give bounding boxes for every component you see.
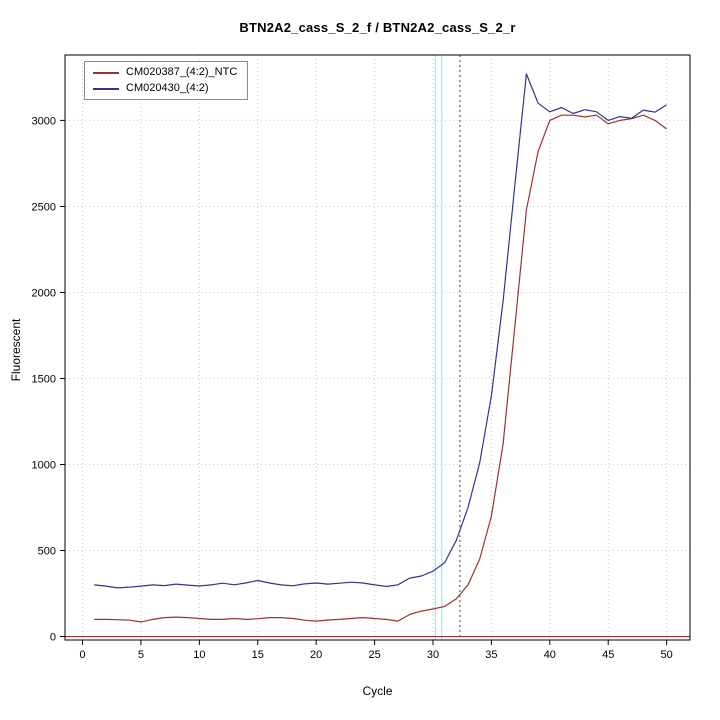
x-tick-label: 10 [193, 649, 205, 661]
legend-line-swatch-red [93, 71, 119, 74]
legend-label-sample: CM020430_(4:2) [126, 82, 209, 94]
axis-ticks: 0 5 10 15 20 25 30 35 40 45 5005001000150020002500… [32, 115, 673, 661]
x-axis-label: Cycle [362, 684, 393, 698]
chart-title: BTN2A2_cass_S_2_f / BTN2A2_cass_S_2_r [239, 20, 516, 35]
x-tick-label: 20 [310, 649, 322, 661]
legend: CM020387_(4:2)_NTC CM020430_(4:2) [84, 61, 249, 100]
gridlines [65, 55, 690, 640]
x-tick-label: 0 [79, 649, 85, 661]
threshold-lines [434, 55, 461, 640]
x-tick-label: 40 [544, 649, 556, 661]
y-tick-label: 3000 [32, 115, 56, 127]
series-line-1 [94, 73, 667, 589]
series-line-0 [94, 114, 667, 623]
x-tick-label: 50 [661, 649, 673, 661]
plot-border [64, 54, 691, 641]
y-tick-label: 500 [38, 546, 56, 558]
y-tick-label: 2000 [32, 287, 56, 299]
legend-item-ntc: CM020387_(4:2)_NTC [93, 66, 237, 79]
legend-label-ntc: CM020387_(4:2)_NTC [126, 66, 238, 78]
x-tick-label: 25 [368, 649, 380, 661]
y-tick-label: 1000 [32, 460, 56, 472]
y-tick-label: 2500 [32, 201, 56, 213]
y-tick-label: 0 [50, 632, 56, 644]
x-tick-label: 30 [427, 649, 439, 661]
x-tick-label: 45 [602, 649, 614, 661]
legend-item-sample: CM020430_(4:2) [93, 82, 237, 95]
legend-line-swatch-blue [93, 87, 119, 90]
y-axis-label: Fluorescent [9, 318, 23, 382]
y-tick-label: 1500 [32, 373, 56, 385]
x-tick-label: 15 [252, 649, 264, 661]
x-tick-label: 5 [138, 649, 144, 661]
x-tick-label: 35 [485, 649, 497, 661]
